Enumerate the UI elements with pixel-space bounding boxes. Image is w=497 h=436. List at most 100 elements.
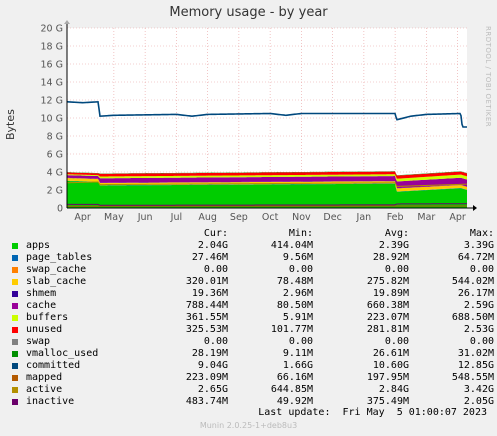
legend-name: swap <box>26 336 51 347</box>
legend-cur: 361.55M <box>185 312 228 323</box>
legend-min: 9.11M <box>282 348 313 359</box>
legend-name: committed <box>26 360 81 371</box>
y-tick-label: 14 G <box>41 78 63 89</box>
y-tick-label: 20 G <box>41 24 63 35</box>
legend-row-swap: swap 0.00 0.00 0.00 0.00 <box>10 336 494 348</box>
legend-avg: 0.00 <box>384 336 409 347</box>
x-tick-label: Jun <box>137 212 153 223</box>
legend-row-committed: committed 9.04G 1.66G 10.60G 12.85G <box>10 360 494 372</box>
min-header: Min: <box>288 228 313 239</box>
legend-avg: 10.60G <box>372 360 409 371</box>
legend-min: 66.16M <box>276 372 313 383</box>
legend-swatch <box>12 315 18 321</box>
legend-cur: 483.74M <box>185 396 228 407</box>
x-tick-label: Aug <box>198 212 217 223</box>
legend-name: vmalloc_used <box>26 348 99 359</box>
legend-max: 31.02M <box>457 348 494 359</box>
legend-name: inactive <box>26 396 75 407</box>
legend-cur: 320.01M <box>185 276 228 287</box>
legend-cur: 2.65G <box>197 384 228 395</box>
y-tick-label: 2 G <box>47 186 63 197</box>
area-vmalloc-used <box>67 171 467 176</box>
y-tick-label: 0 <box>57 204 63 215</box>
legend-avg: 26.61M <box>372 348 409 359</box>
legend-max: 0.00 <box>469 264 494 275</box>
x-tick-label: May <box>104 212 124 223</box>
legend-max: 3.42G <box>463 384 494 395</box>
area-slab-cache <box>67 178 467 192</box>
legend-name: unused <box>26 324 63 335</box>
munin-version: Munin 2.0.25-1+deb8u3 <box>199 421 298 430</box>
legend-min: 9.56M <box>282 252 313 263</box>
legend-max: 548.55M <box>451 372 494 383</box>
legend-name: swap_cache <box>26 264 87 275</box>
legend-swatch <box>12 375 18 381</box>
y-tick-label: 10 G <box>41 114 63 125</box>
legend-avg: 375.49M <box>366 396 409 407</box>
x-axis-arrow <box>473 205 477 211</box>
y-tick-label: 12 G <box>41 96 63 107</box>
line-inactive <box>67 203 467 206</box>
last-update: Last update: Fri May 5 01:00:07 2023 <box>258 407 487 418</box>
legend-min: 5.91M <box>282 312 313 323</box>
legend-avg: 2.84G <box>378 384 409 395</box>
legend-row-slab-cache: slab_cache 320.01M 78.48M 275.82M 544.02M <box>10 276 494 288</box>
legend-min: 49.92M <box>276 396 313 407</box>
x-tick-label: Feb <box>387 212 404 223</box>
x-tick-label: Nov <box>292 212 311 223</box>
legend-row-vmalloc-used: vmalloc_used 28.19M 9.11M 26.61M 31.02M <box>10 348 494 360</box>
legend-max: 0.00 <box>469 336 494 347</box>
x-tick-label: Oct <box>262 212 279 223</box>
area-unused <box>67 171 467 179</box>
legend-min: 101.77M <box>270 324 313 335</box>
rrdtool-watermark: RRDTOOL / TOBI OETIKER <box>484 26 492 128</box>
x-tick-label: Sep <box>230 212 248 223</box>
legend-row-apps: apps 2.04G 414.04M 2.39G 3.39G <box>10 240 494 252</box>
avg-header: Avg: <box>384 228 409 239</box>
legend-cur: 27.46M <box>191 252 228 263</box>
legend-avg: 275.82M <box>366 276 409 287</box>
legend-avg: 660.38M <box>366 300 409 311</box>
legend-row-cache: cache 788.44M 80.50M 660.38M 2.59G <box>10 300 494 312</box>
legend-max: 2.05G <box>463 396 494 407</box>
cur-header: Cur: <box>203 228 228 239</box>
legend-name: active <box>26 384 63 395</box>
legend-avg: 223.07M <box>366 312 409 323</box>
axes <box>64 20 477 211</box>
legend-row-unused: unused 325.53M 101.77M 281.81M 2.53G <box>10 324 494 336</box>
legend-row-active: active 2.65G 644.85M 2.84G 3.42G <box>10 384 494 396</box>
legend-swatch <box>12 267 18 273</box>
line-committed <box>66 100 467 128</box>
legend-min: 414.04M <box>270 240 313 251</box>
legend-swatch <box>12 243 18 249</box>
legend-cur: 28.19M <box>191 348 228 359</box>
legend-rows: apps 2.04G 414.04M 2.39G 3.39G page_tables 27.… <box>10 240 494 408</box>
legend-avg: 197.95M <box>366 372 409 383</box>
x-tick-label: Jan <box>356 212 372 223</box>
legend-avg: 19.89M <box>372 288 409 299</box>
y-axis-arrow <box>64 20 70 24</box>
y-tick-label: 16 G <box>41 60 63 71</box>
series-lines <box>66 100 468 207</box>
x-tick-labels: Apr May Jun Jul Aug Sep Oct Nov Dec Jan Feb Mar Apr <box>74 212 466 223</box>
legend-swatch <box>12 279 18 285</box>
y-tick-labels: 0 2 G 4 G 6 G 8 G 10 G 12 G 14 G 16 G 18 G 20 G <box>41 24 63 215</box>
legend-swatch <box>12 387 18 393</box>
legend-min: 2.96M <box>282 288 313 299</box>
legend-header: Cur: Min: Avg: Max: <box>10 228 494 240</box>
legend-min: 644.85M <box>270 384 313 395</box>
legend-row-page-tables: page_tables 27.46M 9.56M 28.92M 64.72M <box>10 252 494 264</box>
legend-avg: 28.92M <box>372 252 409 263</box>
graph-title: Memory usage - by year <box>169 5 328 20</box>
legend-cur: 0.00 <box>203 264 228 275</box>
legend-name: shmem <box>26 288 57 299</box>
legend-row-swap-cache: swap_cache 0.00 0.00 0.00 0.00 <box>10 264 494 276</box>
legend-min: 1.66G <box>282 360 313 371</box>
legend-cur: 788.44M <box>185 300 228 311</box>
legend-name: slab_cache <box>26 276 87 287</box>
legend-min: 0.00 <box>288 336 313 347</box>
y-tick-label: 4 G <box>47 168 63 179</box>
area-buffers <box>67 174 467 182</box>
x-tick-label: Dec <box>323 212 341 223</box>
legend-row-buffers: buffers 361.55M 5.91M 223.07M 688.50M <box>10 312 494 324</box>
